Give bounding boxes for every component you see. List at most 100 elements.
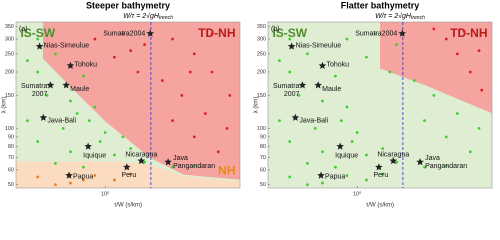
panel: Steeper bathymetry W/τ = 2√gHtrench 50 60 70… — [2, 0, 241, 209]
data-point — [82, 165, 85, 169]
event-star — [146, 29, 155, 37]
formula-main: W/τ = 2√gH — [123, 12, 160, 20]
panel: Flatter bathymetry W/τ = 2√gHtrench 50 60 70… — [254, 0, 493, 209]
event-label-line: Pangandaran — [173, 163, 215, 170]
data-point — [345, 174, 349, 177]
event-label: Iquique — [83, 152, 106, 159]
data-point — [468, 70, 472, 74]
y-tick-label: 200 — [257, 69, 266, 75]
data-point — [444, 37, 448, 41]
y-tick-label: 350 — [5, 24, 14, 30]
data-point — [444, 164, 448, 168]
event-star — [318, 61, 327, 69]
data-point — [61, 126, 65, 130]
data-point — [225, 126, 229, 130]
data-point — [395, 160, 398, 164]
data-point — [93, 37, 97, 41]
y-tick-label: 300 — [5, 36, 14, 42]
event-star — [137, 156, 146, 165]
y-tick-label: 350 — [257, 24, 266, 30]
data-point — [26, 119, 29, 122]
data-point — [54, 161, 57, 165]
data-point — [129, 49, 133, 53]
region-label: NH — [218, 164, 235, 178]
data-point — [339, 119, 343, 122]
formula: W/τ = 2√gHtrench — [375, 12, 425, 21]
event-label: Peru — [121, 172, 136, 179]
data-point — [121, 135, 125, 139]
y-tick-label: 70 — [260, 155, 266, 161]
data-point — [306, 52, 309, 56]
data-point — [188, 70, 192, 74]
data-point — [54, 183, 57, 187]
event-label-line: Java — [173, 155, 188, 162]
data-point — [171, 119, 174, 122]
data-point — [192, 135, 196, 139]
event-label-line: Java — [425, 155, 440, 162]
data-point — [203, 112, 207, 115]
chart-title: Steeper bathymetry — [86, 0, 170, 10]
data-point — [278, 119, 281, 122]
event-star — [84, 142, 92, 150]
data-point — [432, 27, 436, 31]
data-point — [228, 93, 232, 97]
data-point — [350, 140, 354, 143]
data-point — [143, 43, 146, 47]
data-point — [180, 93, 184, 97]
data-point — [103, 131, 107, 134]
data-point — [121, 32, 125, 36]
event-star — [39, 113, 48, 121]
event-label: Papua — [325, 173, 345, 180]
y-tick-label: 70 — [8, 155, 14, 161]
event-label: Iquique — [335, 152, 358, 159]
event-label: Java-Bali — [47, 118, 76, 125]
data-point — [306, 161, 309, 165]
event-star — [164, 158, 172, 166]
data-point — [306, 183, 309, 187]
data-point — [129, 172, 133, 176]
data-point — [334, 165, 337, 169]
data-point — [87, 119, 91, 122]
data-point — [69, 181, 72, 185]
data-point — [69, 99, 72, 103]
data-point — [288, 175, 292, 179]
event-label: Tohoku — [74, 62, 97, 69]
data-point — [388, 70, 392, 74]
data-point — [45, 93, 49, 97]
data-point — [423, 165, 426, 169]
event-star — [336, 142, 344, 150]
data-point — [365, 153, 368, 157]
chart-title: Flatter bathymetry — [341, 0, 420, 10]
y-tick-label: 80 — [260, 144, 266, 150]
event-label: Papua — [73, 173, 93, 180]
y-tick-label: 50 — [8, 182, 14, 188]
data-point — [26, 59, 29, 63]
formula-sub: trench — [411, 15, 425, 21]
data-point — [36, 37, 40, 41]
event-star — [46, 81, 55, 89]
event-label: Nicaragua — [125, 152, 157, 159]
formula-sub: trench — [159, 15, 173, 21]
data-point — [444, 135, 448, 139]
x-tick-label: 10⁰ — [101, 190, 110, 197]
event-label: Java Pangandaran — [425, 155, 467, 170]
event-star — [389, 156, 398, 165]
event-label: Nias-Simeulue — [44, 42, 90, 49]
event-label: Nias-Simeulue — [296, 42, 342, 49]
data-point — [69, 150, 72, 154]
event-label: Maule — [70, 86, 89, 93]
plot-frame — [15, 21, 241, 189]
data-point — [210, 32, 214, 36]
event-label: Sumatra 2007 — [273, 83, 300, 98]
region-area — [42, 22, 240, 180]
event-star — [35, 42, 44, 50]
data-point — [113, 55, 116, 59]
data-point — [345, 105, 349, 109]
data-point — [192, 52, 196, 56]
data-point — [82, 74, 85, 78]
y-tick-label: 90 — [8, 134, 14, 140]
event-label-line: Sumatra — [21, 83, 48, 90]
data-point — [365, 178, 368, 182]
data-point — [462, 29, 466, 33]
